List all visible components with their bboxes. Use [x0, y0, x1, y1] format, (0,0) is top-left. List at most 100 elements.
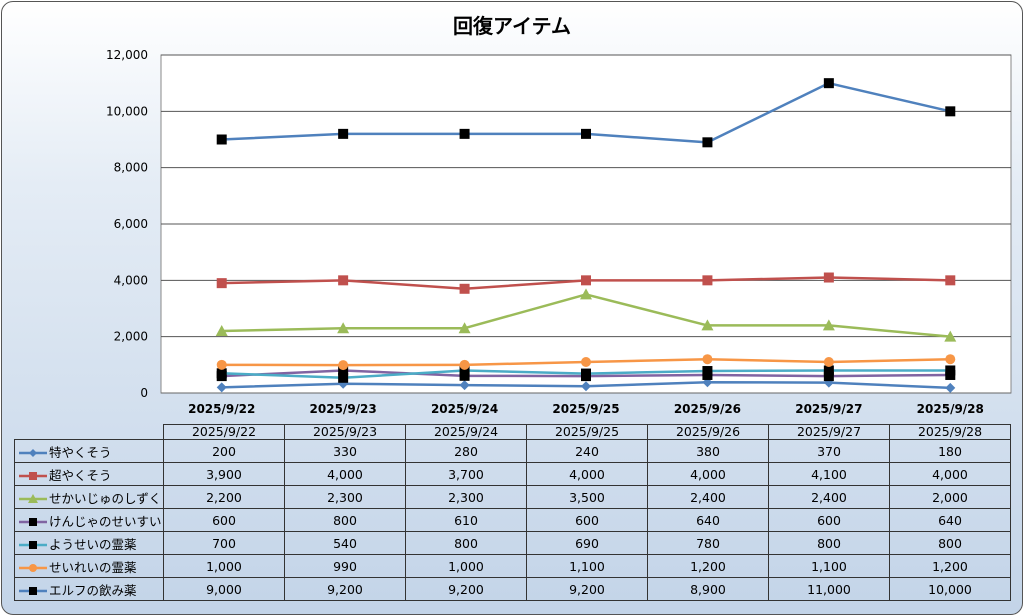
table-cell: 3,900 — [163, 462, 285, 486]
table-cell: 240 — [526, 439, 648, 463]
table-row: ようせいの霊薬 700 540 800 690 780 800 800 — [14, 531, 1011, 555]
legend-key-icon — [19, 472, 47, 480]
series-超やくそう — [216, 272, 956, 294]
square-marker — [581, 275, 591, 286]
x-tick-label: 2025/9/24 — [431, 402, 498, 416]
table-cell: 600 — [768, 508, 890, 532]
series-name: エルフの飲み薬 — [49, 582, 137, 598]
table-cell: 2,400 — [647, 485, 769, 509]
legend-entry: 特やくそう — [14, 439, 164, 463]
table-column-header: 2025/9/27 — [768, 424, 890, 440]
table-cell: 600 — [163, 508, 285, 532]
square-marker — [823, 365, 834, 376]
table-cell: 1,200 — [889, 554, 1011, 578]
square-marker — [338, 372, 349, 383]
table-cell: 4,000 — [889, 462, 1011, 486]
table-corner — [14, 424, 164, 440]
series-name: せいれいの霊薬 — [49, 559, 137, 575]
legend-key-icon — [19, 587, 47, 595]
circle-marker — [459, 359, 470, 370]
legend-entry: ようせいの霊薬 — [14, 531, 164, 555]
circle-marker — [338, 360, 349, 371]
series-name: けんじゃのせいすい — [49, 513, 162, 529]
diamond-marker — [581, 381, 591, 392]
series-せいれいの霊薬 — [216, 354, 956, 371]
y-tick-label: 2,000 — [114, 330, 148, 344]
diamond-marker — [29, 449, 37, 457]
table-cell: 330 — [284, 439, 406, 463]
table-row: 特やくそう 200 330 280 240 380 370 180 — [14, 439, 1011, 463]
diamond-marker — [216, 382, 227, 393]
legend-key-icon — [19, 564, 47, 572]
square-marker — [945, 365, 956, 376]
triangle-marker — [701, 319, 714, 331]
table-cell: 2,200 — [163, 485, 285, 509]
table-cell: 600 — [526, 508, 648, 532]
series-name: せかいじゅのしずく — [49, 490, 162, 506]
square-marker — [29, 587, 37, 595]
x-tick-label: 2025/9/22 — [188, 402, 255, 416]
triangle-marker — [580, 288, 592, 300]
table-row: せかいじゅのしずく 2,200 2,300 2,300 3,500 2,400 2,400 2… — [14, 485, 1011, 509]
table-row: 超やくそう 3,900 4,000 3,700 4,000 4,000 4,100 4,000 — [14, 462, 1011, 486]
table-column-header: 2025/9/24 — [405, 424, 527, 440]
table-cell: 8,900 — [647, 577, 769, 601]
triangle-marker — [944, 330, 957, 342]
table-cell: 800 — [284, 508, 406, 532]
table-column-header: 2025/9/28 — [889, 424, 1011, 440]
series-エルフの飲み薬 — [216, 78, 956, 148]
table-cell: 9,200 — [405, 577, 527, 601]
table-cell: 800 — [889, 531, 1011, 555]
table-column-header: 2025/9/23 — [284, 424, 406, 440]
square-marker — [29, 518, 37, 526]
square-marker — [702, 366, 713, 377]
legend-key-icon — [19, 541, 47, 549]
legend-entry: せかいじゅのしずく — [14, 485, 164, 509]
x-tick-label: 2025/9/27 — [795, 402, 862, 416]
legend-entry: 超やくそう — [14, 462, 164, 486]
table-cell: 9,200 — [526, 577, 648, 601]
table-cell: 800 — [768, 531, 890, 555]
circle-marker — [945, 354, 956, 365]
y-tick-label: 6,000 — [114, 217, 148, 231]
square-marker — [581, 368, 591, 379]
table-cell: 11,000 — [768, 577, 890, 601]
square-marker — [216, 368, 227, 379]
x-tick-label: 2025/9/23 — [310, 402, 377, 416]
table-cell: 1,100 — [768, 554, 890, 578]
square-marker — [945, 106, 956, 117]
square-marker — [29, 472, 37, 480]
table-cell: 180 — [889, 439, 1011, 463]
table-column-header: 2025/9/26 — [647, 424, 769, 440]
legend-entry: せいれいの霊薬 — [14, 554, 164, 578]
square-marker — [338, 128, 349, 139]
square-marker — [702, 275, 713, 286]
square-marker — [459, 365, 470, 376]
table-cell: 3,500 — [526, 485, 648, 509]
table-cell: 380 — [647, 439, 769, 463]
table-cell: 2,000 — [889, 485, 1011, 509]
series-name: 超やくそう — [49, 467, 112, 483]
table-cell: 690 — [526, 531, 648, 555]
table-cell: 780 — [647, 531, 769, 555]
series-せかいじゅのしずく — [215, 288, 957, 342]
square-marker — [459, 283, 470, 294]
data-table: 2025/9/22 2025/9/23 2025/9/24 2025/9/25 2025… — [14, 424, 1011, 601]
table-cell: 1,200 — [647, 554, 769, 578]
legend-key-icon — [19, 494, 47, 503]
x-tick-label: 2025/9/25 — [552, 402, 619, 416]
circle-marker — [581, 357, 591, 368]
chart-title: 回復アイテム — [453, 14, 571, 38]
table-cell: 640 — [889, 508, 1011, 532]
circle-marker — [29, 564, 37, 572]
table-cell: 800 — [405, 531, 527, 555]
x-tick-label: 2025/9/28 — [917, 402, 984, 416]
table-row: エルフの飲み薬 9,000 9,200 9,200 9,200 8,900 11,000 10… — [14, 577, 1011, 601]
y-tick-label: 12,000 — [106, 48, 148, 62]
table-cell: 10,000 — [889, 577, 1011, 601]
table-column-header: 2025/9/22 — [163, 424, 285, 440]
legend-entry: エルフの飲み薬 — [14, 577, 164, 601]
table-cell: 2,300 — [284, 485, 406, 509]
x-tick-label: 2025/9/26 — [674, 402, 741, 416]
table-cell: 1,000 — [405, 554, 527, 578]
